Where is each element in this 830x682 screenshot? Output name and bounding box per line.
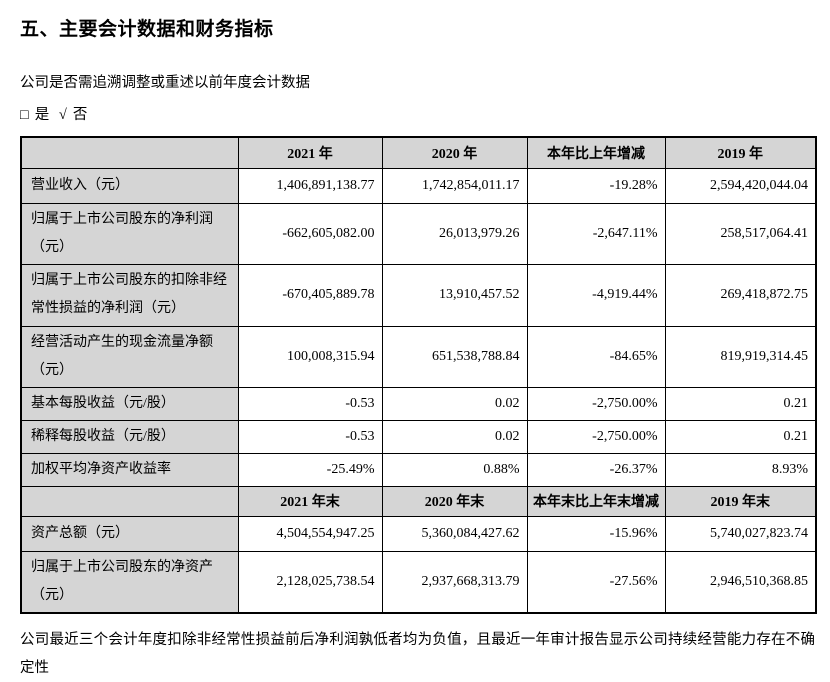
row-label: 稀释每股收益（元/股） bbox=[20, 419, 239, 454]
cell-value: 26,013,979.26 bbox=[381, 202, 528, 265]
cell-value: 2,937,668,313.79 bbox=[381, 550, 528, 613]
table-row-net-assets: 归属于上市公司股东的净资产（元） 2,128,025,738.54 2,937,… bbox=[20, 550, 817, 613]
checkbox-empty-icon: □ bbox=[20, 107, 29, 123]
row-label: 资产总额（元） bbox=[20, 515, 239, 552]
cell-value: -84.65% bbox=[526, 325, 666, 388]
table-header-row-annual: 2021 年 2020 年 本年比上年增减 2019 年 bbox=[20, 136, 817, 169]
cell-value: -27.56% bbox=[526, 550, 666, 613]
header-yoy-change: 本年比上年增减 bbox=[526, 136, 666, 169]
cell-value: 5,360,084,427.62 bbox=[381, 515, 528, 552]
cell-value: 651,538,788.84 bbox=[381, 325, 528, 388]
option-yes-label: 是 bbox=[34, 107, 50, 123]
table-row-total-assets: 资产总额（元） 4,504,554,947.25 5,360,084,427.6… bbox=[20, 515, 817, 552]
cell-value: -0.53 bbox=[237, 386, 383, 421]
row-label: 归属于上市公司股东的净利润（元） bbox=[20, 202, 239, 265]
section-title: 五、主要会计数据和财务指标 bbox=[20, 19, 274, 40]
cell-value: -662,605,082.00 bbox=[237, 202, 383, 265]
restatement-question: 公司是否需追溯调整或重述以前年度会计数据 bbox=[20, 75, 310, 91]
cell-value: 13,910,457.52 bbox=[381, 263, 528, 327]
cell-value: 269,418,872.75 bbox=[664, 263, 817, 327]
header-2021-end: 2021 年末 bbox=[237, 485, 383, 517]
cell-value: -26.37% bbox=[526, 452, 666, 487]
cell-value: -15.96% bbox=[526, 515, 666, 552]
cell-value: 0.02 bbox=[381, 386, 528, 421]
cell-value: -2,750.00% bbox=[526, 419, 666, 454]
cell-value: 5,740,027,823.74 bbox=[664, 515, 817, 552]
row-label: 经营活动产生的现金流量净额（元） bbox=[20, 325, 239, 388]
header-spacer-cell bbox=[20, 485, 239, 517]
table-row-diluted-eps: 稀释每股收益（元/股） -0.53 0.02 -2,750.00% 0.21 bbox=[20, 419, 817, 454]
option-yes: □ 是 bbox=[20, 107, 49, 123]
table-row-revenue: 营业收入（元） 1,406,891,138.77 1,742,854,011.1… bbox=[20, 167, 817, 204]
cell-value: 100,008,315.94 bbox=[237, 325, 383, 388]
cell-value: 2,128,025,738.54 bbox=[237, 550, 383, 613]
cell-value: 1,406,891,138.77 bbox=[237, 167, 383, 204]
checkmark-icon: √ bbox=[58, 107, 67, 123]
table-row-weighted-avg-roe: 加权平均净资产收益率 -25.49% 0.88% -26.37% 8.93% bbox=[20, 452, 817, 487]
row-label: 营业收入（元） bbox=[20, 167, 239, 204]
header-2021: 2021 年 bbox=[237, 136, 383, 169]
option-no: √ 否 bbox=[59, 107, 87, 123]
header-2020-end: 2020 年末 bbox=[381, 485, 528, 517]
table-row-operating-cash-flow: 经营活动产生的现金流量净额（元） 100,008,315.94 651,538,… bbox=[20, 325, 817, 388]
cell-value: 258,517,064.41 bbox=[664, 202, 817, 265]
cell-value: -2,750.00% bbox=[526, 386, 666, 421]
cell-value: -19.28% bbox=[526, 167, 666, 204]
cell-value: 4,504,554,947.25 bbox=[237, 515, 383, 552]
row-label: 加权平均净资产收益率 bbox=[20, 452, 239, 487]
table-row-basic-eps: 基本每股收益（元/股） -0.53 0.02 -2,750.00% 0.21 bbox=[20, 386, 817, 421]
table-header-row-yearend: 2021 年末 2020 年末 本年末比上年末增减 2019 年末 bbox=[20, 485, 817, 517]
row-label: 归属于上市公司股东的扣除非经常性损益的净利润（元） bbox=[20, 263, 239, 327]
cell-value: -670,405,889.78 bbox=[237, 263, 383, 327]
cell-value: 2,946,510,368.85 bbox=[664, 550, 817, 613]
cell-value: 0.88% bbox=[381, 452, 528, 487]
cell-value: 8.93% bbox=[664, 452, 817, 487]
header-2019: 2019 年 bbox=[664, 136, 817, 169]
row-label: 归属于上市公司股东的净资产（元） bbox=[20, 550, 239, 613]
cell-value: 0.02 bbox=[381, 419, 528, 454]
financial-indicators-table: 2021 年 2020 年 本年比上年增减 2019 年 营业收入（元） 1,4… bbox=[20, 136, 817, 614]
cell-value: -4,919.44% bbox=[526, 263, 666, 327]
cell-value: 2,594,420,044.04 bbox=[664, 167, 817, 204]
header-2020: 2020 年 bbox=[381, 136, 528, 169]
header-spacer-cell bbox=[20, 136, 239, 169]
header-yearend-change: 本年末比上年末增减 bbox=[526, 485, 666, 517]
going-concern-footnote: 公司最近三个会计年度扣除非经常性损益前后净利润孰低者均为负值，且最近一年审计报告… bbox=[20, 631, 815, 676]
option-no-label: 否 bbox=[72, 107, 88, 123]
cell-value: 0.21 bbox=[664, 386, 817, 421]
cell-value: -0.53 bbox=[237, 419, 383, 454]
cell-value: 0.21 bbox=[664, 419, 817, 454]
header-2019-end: 2019 年末 bbox=[664, 485, 817, 517]
row-label: 基本每股收益（元/股） bbox=[20, 386, 239, 421]
cell-value: -2,647.11% bbox=[526, 202, 666, 265]
cell-value: 819,919,314.45 bbox=[664, 325, 817, 388]
cell-value: -25.49% bbox=[237, 452, 383, 487]
table-row-net-profit-excl-nonrecurring: 归属于上市公司股东的扣除非经常性损益的净利润（元） -670,405,889.7… bbox=[20, 263, 817, 327]
cell-value: 1,742,854,011.17 bbox=[381, 167, 528, 204]
restatement-options: □ 是 √ 否 bbox=[20, 103, 815, 124]
table-row-net-profit: 归属于上市公司股东的净利润（元） -662,605,082.00 26,013,… bbox=[20, 202, 817, 265]
